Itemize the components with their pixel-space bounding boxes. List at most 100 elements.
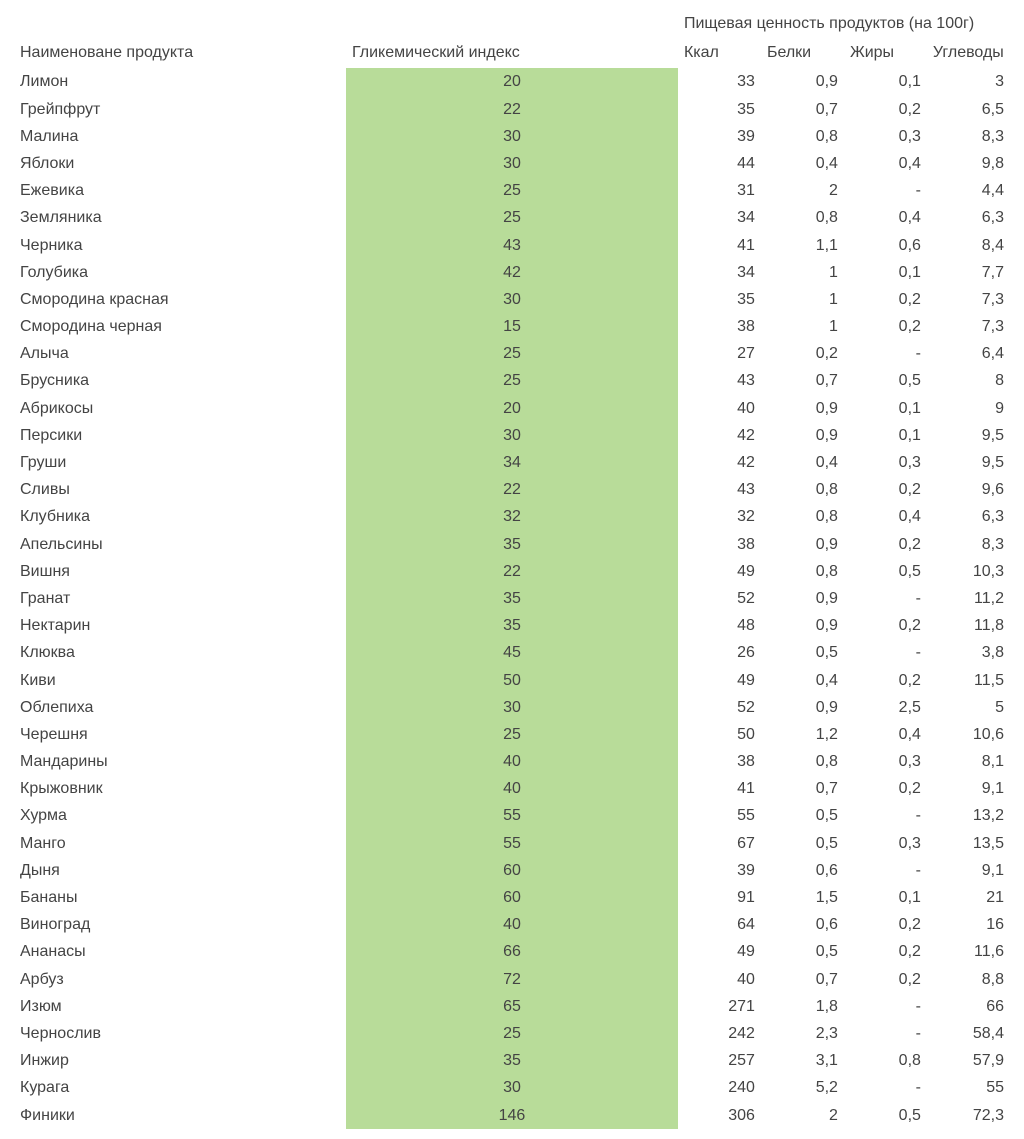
- cell-kcal: 67: [678, 830, 761, 857]
- cell-kcal: 39: [678, 123, 761, 150]
- cell-kcal: 38: [678, 313, 761, 340]
- cell-fat: -: [844, 1020, 927, 1047]
- cell-glycemic-index: 30: [346, 286, 678, 313]
- cell-protein: 0,9: [761, 395, 844, 422]
- cell-product-name: Смородина красная: [14, 286, 346, 313]
- header-product-name: Наименоване продукта: [14, 10, 346, 68]
- cell-glycemic-index: 22: [346, 96, 678, 123]
- cell-kcal: 34: [678, 204, 761, 231]
- cell-fat: 0,1: [844, 68, 927, 95]
- cell-glycemic-index: 66: [346, 938, 678, 965]
- cell-product-name: Алыча: [14, 340, 346, 367]
- cell-fat: 0,2: [844, 966, 927, 993]
- cell-carbs: 6,3: [927, 204, 1010, 231]
- nutrition-table: Наименоване продукта Гликемический индек…: [14, 10, 1010, 1129]
- cell-protein: 2: [761, 1102, 844, 1129]
- table-row: Сливы22430,80,29,6: [14, 476, 1010, 503]
- cell-carbs: 13,2: [927, 802, 1010, 829]
- cell-carbs: 21: [927, 884, 1010, 911]
- table-row: Гранат35520,9-11,2: [14, 585, 1010, 612]
- cell-fat: 0,1: [844, 884, 927, 911]
- cell-fat: -: [844, 639, 927, 666]
- cell-carbs: 10,6: [927, 721, 1010, 748]
- cell-product-name: Дыня: [14, 857, 346, 884]
- cell-glycemic-index: 35: [346, 612, 678, 639]
- cell-product-name: Лимон: [14, 68, 346, 95]
- cell-glycemic-index: 25: [346, 177, 678, 204]
- cell-product-name: Ежевика: [14, 177, 346, 204]
- cell-kcal: 34: [678, 259, 761, 286]
- cell-protein: 1,5: [761, 884, 844, 911]
- cell-protein: 0,6: [761, 857, 844, 884]
- cell-fat: 0,2: [844, 667, 927, 694]
- cell-fat: 0,2: [844, 938, 927, 965]
- cell-carbs: 7,3: [927, 286, 1010, 313]
- table-row: Киви50490,40,211,5: [14, 667, 1010, 694]
- cell-kcal: 26: [678, 639, 761, 666]
- table-row: Груши34420,40,39,5: [14, 449, 1010, 476]
- table-row: Облепиха30520,92,55: [14, 694, 1010, 721]
- cell-product-name: Грейпфрут: [14, 96, 346, 123]
- cell-product-name: Финики: [14, 1102, 346, 1129]
- cell-carbs: 11,8: [927, 612, 1010, 639]
- cell-product-name: Арбуз: [14, 966, 346, 993]
- cell-fat: 2,5: [844, 694, 927, 721]
- table-row: Клюква45260,5-3,8: [14, 639, 1010, 666]
- cell-glycemic-index: 20: [346, 395, 678, 422]
- cell-product-name: Инжир: [14, 1047, 346, 1074]
- cell-glycemic-index: 55: [346, 830, 678, 857]
- table-row: Мандарины40380,80,38,1: [14, 748, 1010, 775]
- cell-product-name: Клубника: [14, 503, 346, 530]
- cell-glycemic-index: 15: [346, 313, 678, 340]
- cell-fat: 0,6: [844, 232, 927, 259]
- table-row: Бананы60911,50,121: [14, 884, 1010, 911]
- cell-kcal: 257: [678, 1047, 761, 1074]
- cell-carbs: 8,8: [927, 966, 1010, 993]
- table-row: Смородина красная303510,27,3: [14, 286, 1010, 313]
- table-row: Инжир352573,10,857,9: [14, 1047, 1010, 1074]
- cell-product-name: Нектарин: [14, 612, 346, 639]
- cell-glycemic-index: 45: [346, 639, 678, 666]
- cell-product-name: Манго: [14, 830, 346, 857]
- cell-protein: 0,6: [761, 911, 844, 938]
- table-row: Ежевика25312-4,4: [14, 177, 1010, 204]
- cell-glycemic-index: 40: [346, 911, 678, 938]
- cell-carbs: 58,4: [927, 1020, 1010, 1047]
- table-row: Крыжовник40410,70,29,1: [14, 775, 1010, 802]
- table-row: Лимон20330,90,13: [14, 68, 1010, 95]
- cell-glycemic-index: 22: [346, 476, 678, 503]
- table-row: Хурма55550,5-13,2: [14, 802, 1010, 829]
- cell-carbs: 66: [927, 993, 1010, 1020]
- cell-carbs: 6,4: [927, 340, 1010, 367]
- header-kcal: Ккал: [678, 39, 761, 68]
- cell-product-name: Клюква: [14, 639, 346, 666]
- cell-fat: -: [844, 177, 927, 204]
- cell-kcal: 91: [678, 884, 761, 911]
- cell-kcal: 31: [678, 177, 761, 204]
- cell-protein: 1: [761, 259, 844, 286]
- cell-kcal: 41: [678, 775, 761, 802]
- cell-protein: 0,7: [761, 367, 844, 394]
- cell-protein: 1: [761, 313, 844, 340]
- cell-glycemic-index: 30: [346, 123, 678, 150]
- cell-protein: 0,9: [761, 585, 844, 612]
- cell-product-name: Яблоки: [14, 150, 346, 177]
- cell-carbs: 7,3: [927, 313, 1010, 340]
- cell-product-name: Смородина черная: [14, 313, 346, 340]
- cell-carbs: 8,3: [927, 123, 1010, 150]
- cell-kcal: 55: [678, 802, 761, 829]
- cell-protein: 0,5: [761, 639, 844, 666]
- cell-glycemic-index: 35: [346, 1047, 678, 1074]
- cell-protein: 0,8: [761, 503, 844, 530]
- cell-glycemic-index: 30: [346, 150, 678, 177]
- cell-carbs: 8,3: [927, 531, 1010, 558]
- cell-protein: 0,8: [761, 558, 844, 585]
- cell-carbs: 16: [927, 911, 1010, 938]
- cell-product-name: Черника: [14, 232, 346, 259]
- cell-product-name: Мандарины: [14, 748, 346, 775]
- header-protein: Белки: [761, 39, 844, 68]
- cell-glycemic-index: 43: [346, 232, 678, 259]
- header-carbs: Углеводы: [927, 39, 1010, 68]
- cell-carbs: 9,1: [927, 775, 1010, 802]
- cell-kcal: 41: [678, 232, 761, 259]
